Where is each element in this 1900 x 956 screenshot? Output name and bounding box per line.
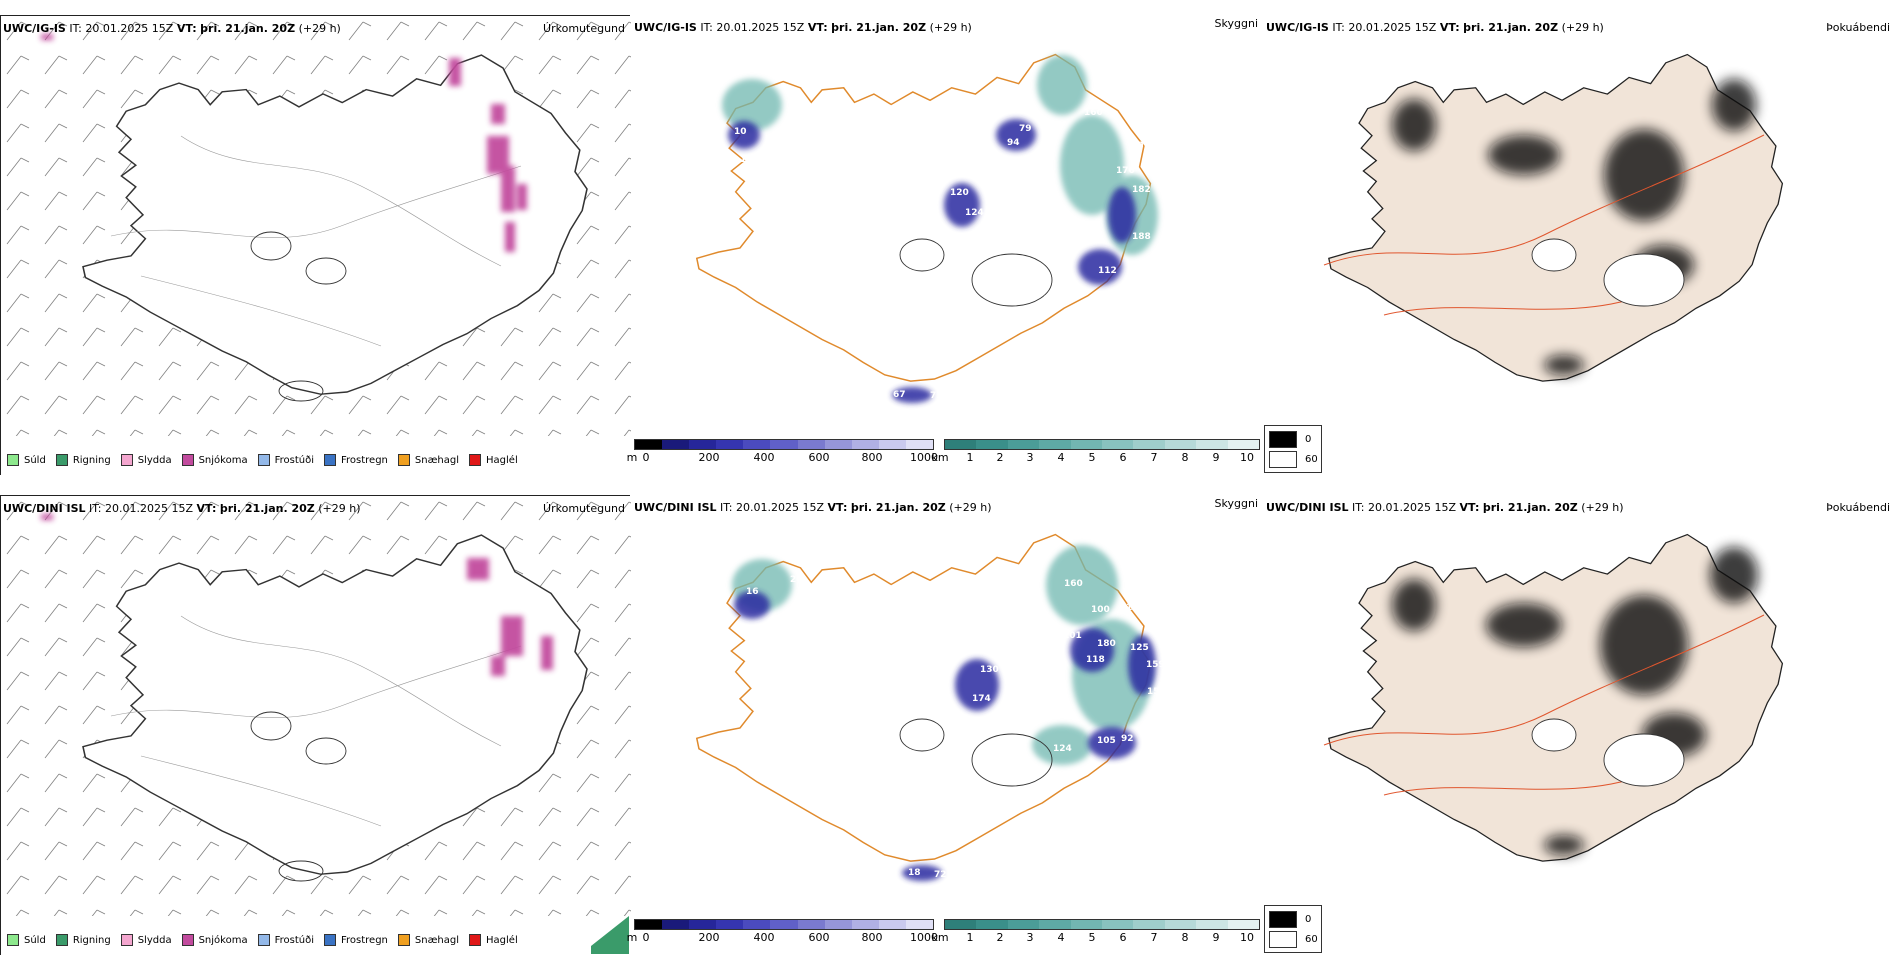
panel-type-title: Úrkomutegund bbox=[543, 502, 625, 515]
legend-snow-pellets: Snæhagl bbox=[397, 934, 459, 946]
panel-type-title: Þokuábendi bbox=[1826, 21, 1890, 34]
map-value-label: 105 bbox=[1097, 736, 1116, 746]
map-value-label: 112 bbox=[1098, 266, 1117, 276]
fog-indicator-map-2 bbox=[1323, 533, 1784, 862]
panel-title: UWC/IG-IS IT: 20.01.2025 15Z VT: þri. 21… bbox=[3, 22, 341, 35]
ceiling-colorbar-bar bbox=[634, 439, 934, 450]
map-value-label: 20 bbox=[790, 575, 803, 585]
map-value-label: 18 bbox=[908, 868, 921, 878]
legend-drizzle: Súld bbox=[7, 934, 46, 946]
panel-type-title: Úrkomutegund bbox=[543, 22, 625, 35]
map-value-label: 100 bbox=[1091, 605, 1110, 615]
panel-type-title: Skyggni bbox=[1214, 17, 1258, 30]
precip-type-map-2 bbox=[1, 496, 631, 956]
map-value-label: 10 bbox=[740, 155, 753, 165]
map-value-label: 125 bbox=[1130, 643, 1149, 653]
visibility-colorbar: km 1 2 3 4 5 6 7 8 9 10 bbox=[931, 919, 1260, 945]
legend-freezing-rain: Frostregn bbox=[324, 934, 388, 946]
map-value-label: 124 bbox=[965, 208, 984, 218]
legend-sleet: Slydda bbox=[120, 934, 172, 946]
ceiling-visibility-map-2: 20 16 160 100 105 130 174 100 101 180 118 125 159 150… bbox=[696, 533, 1166, 881]
map-value-label: 130 bbox=[980, 665, 999, 675]
rain-area-corner bbox=[591, 916, 629, 954]
map-value-label: 159 bbox=[1146, 660, 1165, 670]
legend-hail: Haglél bbox=[469, 454, 518, 466]
fog-legend: 0 60 bbox=[1264, 425, 1322, 473]
visibility-colorbar-bar bbox=[944, 919, 1260, 930]
visibility-colorbar-bar bbox=[944, 439, 1260, 450]
map-value-label: 174 bbox=[972, 694, 991, 704]
map-value-label: 67 bbox=[893, 390, 906, 400]
legend-freezing-rain: Frostregn bbox=[324, 454, 388, 466]
map-value-label: 120 bbox=[950, 188, 969, 198]
legend-drizzle: Súld bbox=[7, 454, 46, 466]
ceiling-visibility-panel-1: 10 10 79 94 160 70 176 182 188 112 171 75 67 120 124 U… bbox=[626, 15, 1262, 475]
snow-areas bbox=[41, 514, 553, 676]
precip-type-map-1 bbox=[1, 16, 631, 476]
fog-legend: 0 60 bbox=[1264, 905, 1322, 953]
map-value-label: 72 bbox=[934, 870, 947, 880]
visibility-colorbar-ticks: km 1 2 3 4 5 6 7 8 9 10 bbox=[931, 931, 1254, 944]
ceiling-colorbar-ticks: m 0 200 400 600 800 1000 bbox=[626, 451, 938, 464]
ceiling-colorbar-bar bbox=[634, 919, 934, 930]
map-value-label: 16 bbox=[746, 587, 759, 597]
panel-title: UWC/DINI ISL IT: 20.01.2025 15Z VT: þri.… bbox=[3, 502, 361, 515]
map-value-label: 182 bbox=[1132, 185, 1151, 195]
map-value-label: 71 bbox=[1149, 625, 1162, 635]
ceiling-colorbar: m 0 200 400 600 800 1000 bbox=[626, 919, 938, 945]
ceiling-areas bbox=[734, 591, 1156, 881]
map-value-label: 105 bbox=[1126, 603, 1145, 613]
map-value-label: 100 bbox=[1030, 657, 1049, 667]
map-value-label: 180 bbox=[1097, 639, 1116, 649]
fog-indicator-panel-1: UWC/IG-IS IT: 20.01.2025 15Z VT: þri. 21… bbox=[1264, 15, 1894, 475]
ceiling-visibility-panel-2: 20 16 160 100 105 130 174 100 101 180 118 125 159 150… bbox=[626, 495, 1262, 955]
map-value-label: 101 bbox=[1063, 631, 1082, 641]
map-value-label: 70 bbox=[1131, 141, 1144, 151]
ceiling-areas bbox=[728, 119, 1136, 403]
map-value-label: 160 bbox=[1064, 579, 1083, 589]
map-value-label: 118 bbox=[1086, 655, 1105, 665]
fog-indicator-panel-2: UWC/DINI ISL IT: 20.01.2025 15Z VT: þri.… bbox=[1264, 495, 1894, 955]
fog-indicator-map-1 bbox=[1323, 53, 1784, 382]
legend-freezing-drizzle: Frostúði bbox=[257, 454, 314, 466]
legend-hail: Haglél bbox=[469, 934, 518, 946]
map-value-label: 188 bbox=[1132, 232, 1151, 242]
map-value-label: 171 bbox=[1043, 295, 1062, 305]
legend-snow: Snjókoma bbox=[181, 454, 248, 466]
visibility-colorbar: km 1 2 3 4 5 6 7 8 9 10 bbox=[931, 439, 1260, 465]
map-value-label: 160 bbox=[1084, 108, 1103, 118]
precip-type-panel-1: UWC/IG-IS IT: 20.01.2025 15Z VT: þri. 21… bbox=[0, 15, 631, 476]
map-value-label: 176 bbox=[1116, 166, 1135, 176]
panel-title: UWC/DINI ISL IT: 20.01.2025 15Z VT: þri.… bbox=[1266, 501, 1624, 514]
legend-freezing-drizzle: Frostúði bbox=[257, 934, 314, 946]
legend-snow: Snjókoma bbox=[181, 934, 248, 946]
precip-legend: Súld Rigning Slydda Snjókoma Frostúði Fr… bbox=[7, 934, 518, 946]
panel-type-title: Skyggni bbox=[1214, 497, 1258, 510]
snow-areas bbox=[41, 34, 527, 252]
ceiling-colorbar: m 0 200 400 600 800 1000 bbox=[626, 439, 938, 465]
precip-type-panel-2: UWC/DINI ISL IT: 20.01.2025 15Z VT: þri.… bbox=[0, 495, 631, 956]
map-value-label: 124 bbox=[1053, 744, 1072, 754]
panel-type-title: Þokuábendi bbox=[1826, 501, 1890, 514]
panel-title: UWC/IG-IS IT: 20.01.2025 15Z VT: þri. 21… bbox=[1266, 21, 1604, 34]
legend-rain: Rigning bbox=[55, 934, 111, 946]
map-value-label: 92 bbox=[1121, 734, 1134, 744]
panel-title: UWC/IG-IS IT: 20.01.2025 15Z VT: þri. 21… bbox=[634, 21, 972, 34]
ceiling-colorbar-ticks: m 0 200 400 600 800 1000 bbox=[626, 931, 938, 944]
panel-title: UWC/DINI ISL IT: 20.01.2025 15Z VT: þri.… bbox=[634, 501, 992, 514]
legend-snow-pellets: Snæhagl bbox=[397, 454, 459, 466]
visibility-colorbar-ticks: km 1 2 3 4 5 6 7 8 9 10 bbox=[931, 451, 1254, 464]
map-value-label: 79 bbox=[1019, 124, 1032, 134]
map-value-label: 150 bbox=[1147, 687, 1166, 697]
map-value-label: 75 bbox=[930, 391, 943, 401]
legend-rain: Rigning bbox=[55, 454, 111, 466]
legend-sleet: Slydda bbox=[120, 454, 172, 466]
map-value-label: 94 bbox=[1007, 138, 1020, 148]
precip-legend: Súld Rigning Slydda Snjókoma Frostúði Fr… bbox=[7, 454, 518, 466]
ceiling-visibility-map-1: 10 10 79 94 160 70 176 182 188 112 171 75 67 120 124 bbox=[696, 53, 1158, 403]
map-value-label: 10 bbox=[734, 127, 747, 137]
fog-dark-areas bbox=[1392, 547, 1758, 855]
